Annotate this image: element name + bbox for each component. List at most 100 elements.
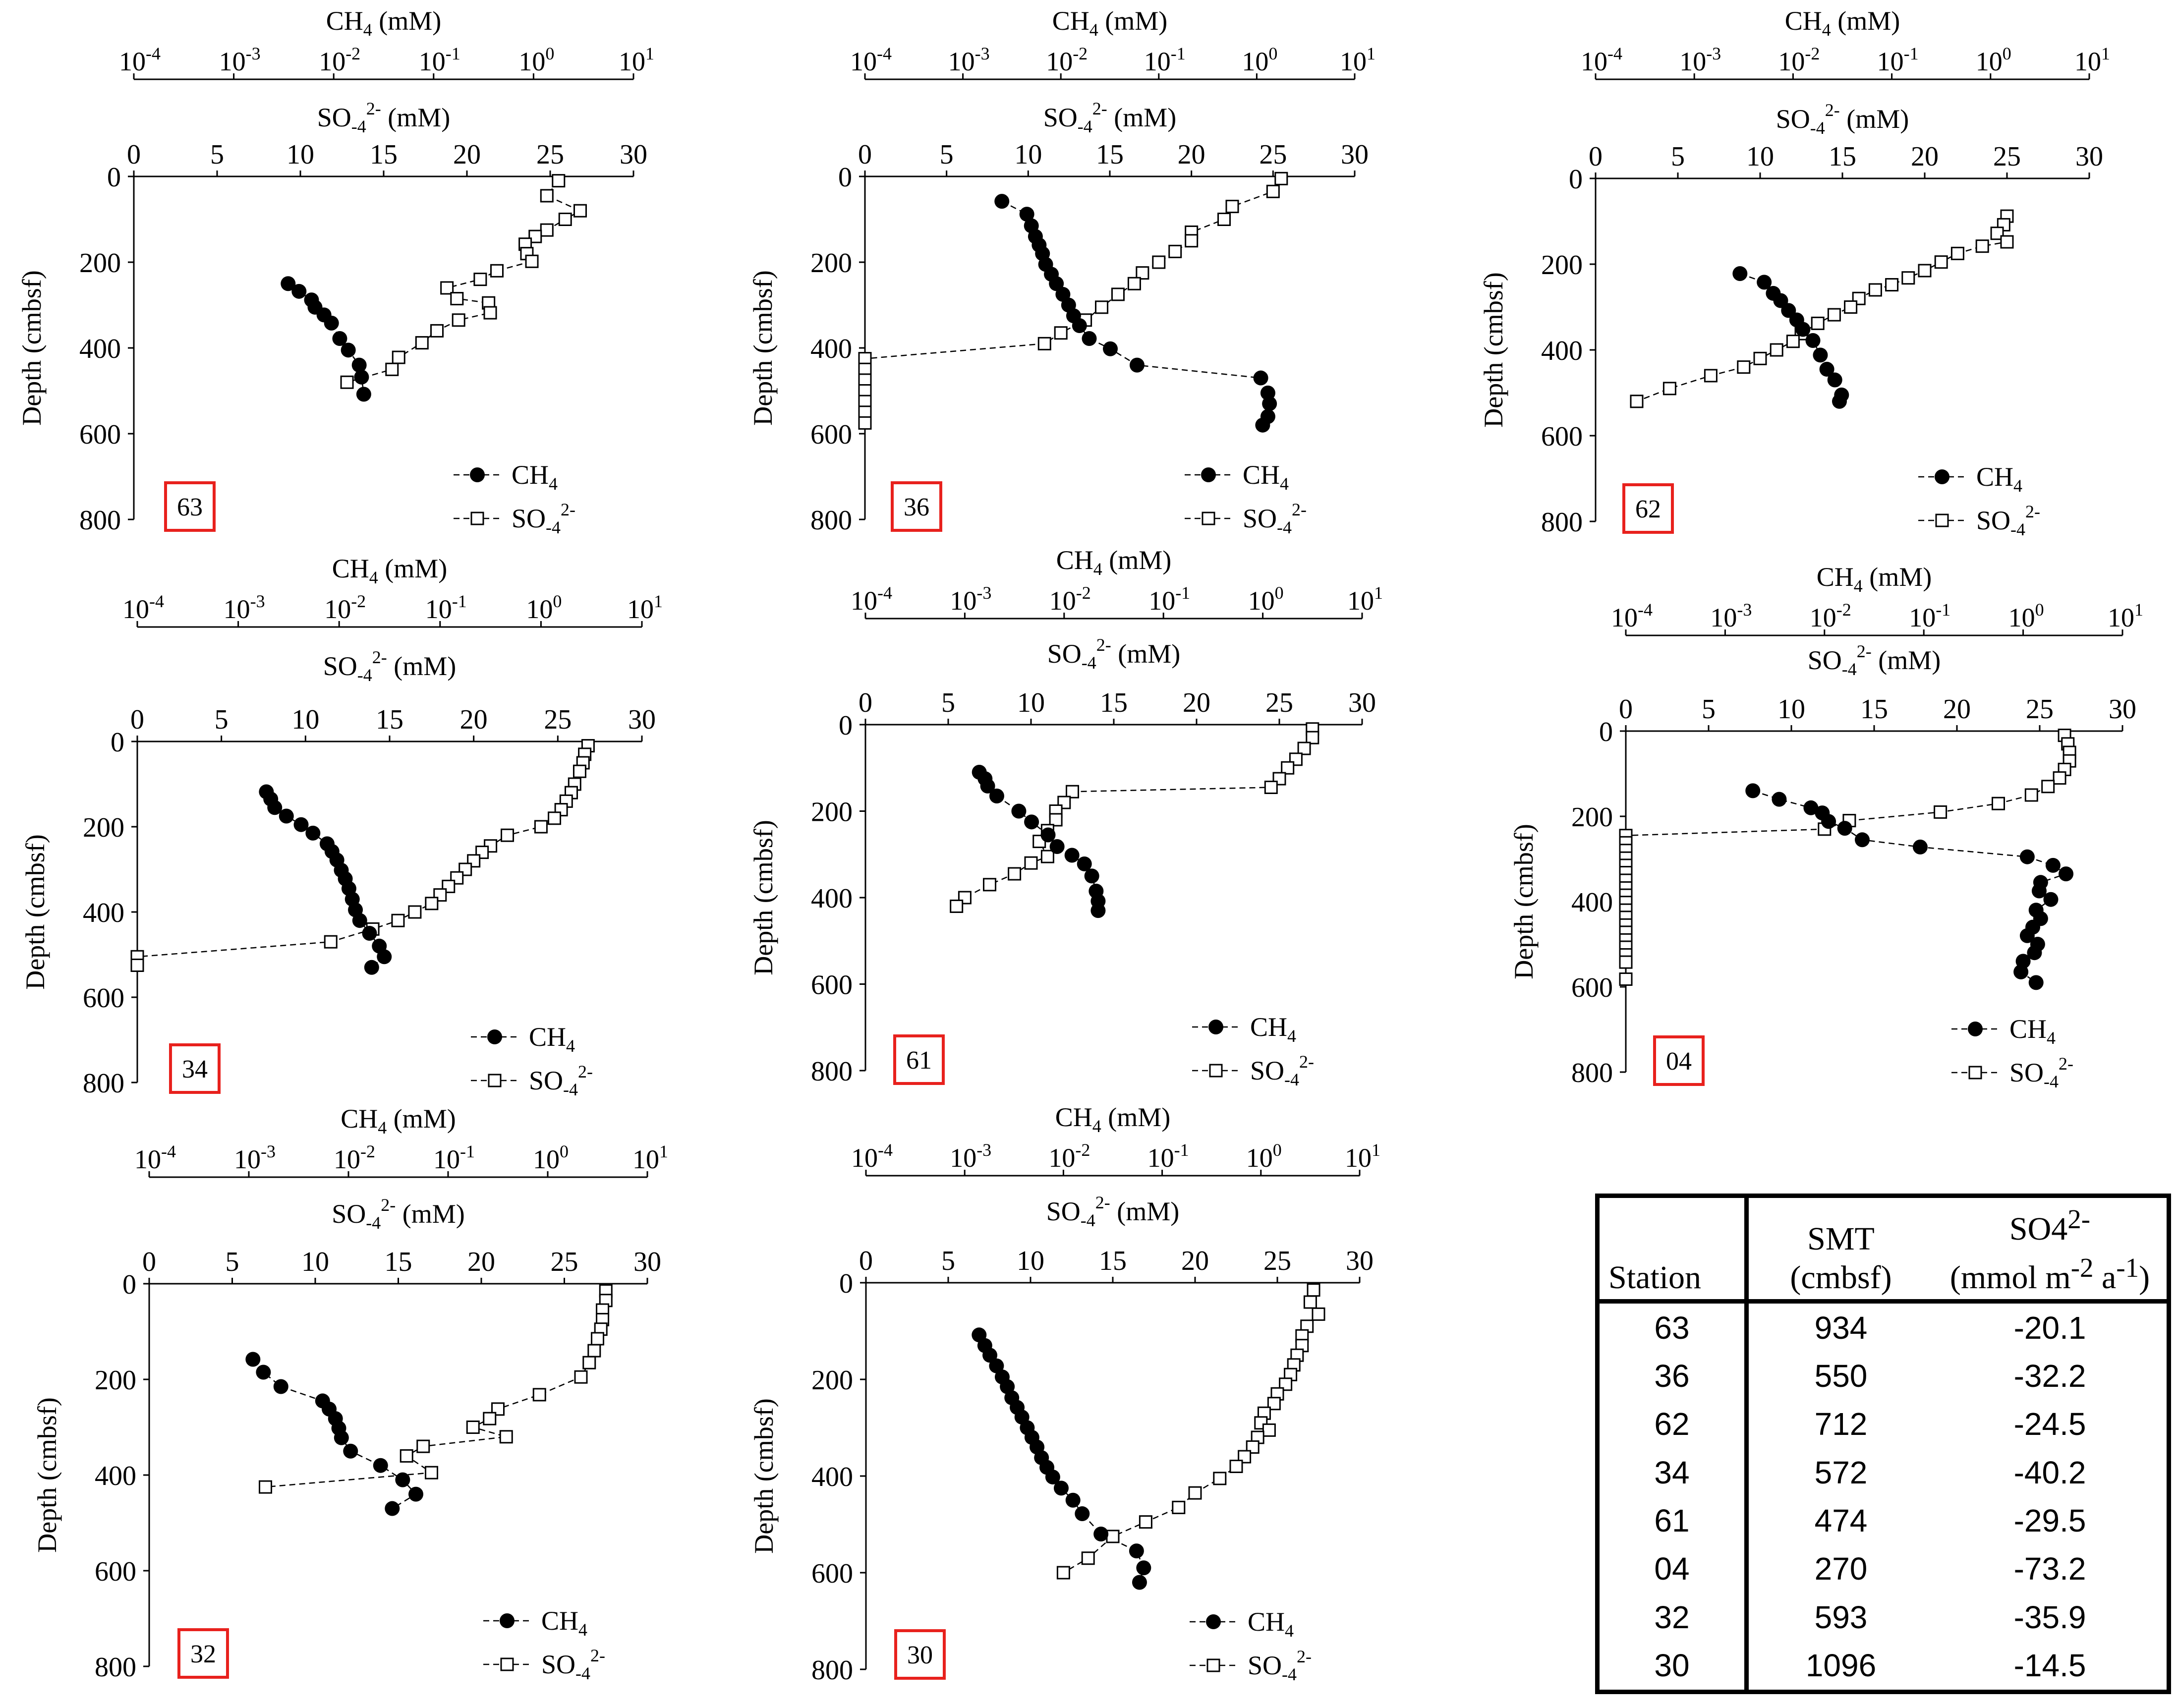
so4-point bbox=[1868, 283, 1882, 297]
so4-tick-label: 20 bbox=[1178, 139, 1205, 170]
depth-tick-label: 200 bbox=[83, 812, 124, 843]
depth-tick-label: 600 bbox=[1571, 972, 1613, 1003]
ch4-axis-title: CH4 (mM) bbox=[1056, 545, 1172, 579]
so4-tick-label: 30 bbox=[620, 139, 647, 170]
col-smt-header: SMT (cmbsf) bbox=[1746, 1196, 1933, 1304]
so4-point bbox=[1281, 761, 1295, 775]
so4-point bbox=[416, 1439, 430, 1453]
so4-axis-title: SO-42- (mM) bbox=[1046, 1193, 1180, 1230]
so4-tick-label: 0 bbox=[127, 139, 141, 170]
so4-point bbox=[490, 264, 504, 278]
table-cell-smt: 1096 bbox=[1805, 1648, 1877, 1684]
ch4-tick-label: 101 bbox=[619, 44, 654, 76]
ch4-tick-label: 10-3 bbox=[1710, 600, 1752, 632]
ch4-point bbox=[373, 1458, 388, 1473]
so4-point bbox=[534, 820, 548, 834]
table-cell-smt: 593 bbox=[1814, 1599, 1868, 1635]
depth-tick-label: 800 bbox=[95, 1652, 136, 1683]
table-row: 36 550 -32.2 bbox=[1597, 1352, 2169, 1400]
depth-tick-label: 200 bbox=[811, 1365, 853, 1396]
so4-point bbox=[858, 416, 872, 430]
depth-tick-label: 600 bbox=[79, 419, 121, 450]
table-row: 62 712 -24.5 bbox=[1597, 1400, 2169, 1449]
table-cell-flux: -14.5 bbox=[2013, 1648, 2086, 1684]
ch4-point bbox=[1082, 331, 1097, 346]
depth-axis-title: Depth (cmbsf) bbox=[748, 270, 778, 425]
profile-panel-36: 0 200 400 600 800 Depth (cmbsf) 0 5 10 15 20 25 30 SO… bbox=[748, 6, 1375, 537]
legend-so4-marker bbox=[1935, 513, 1949, 527]
so4-tick-label: 0 bbox=[1619, 694, 1633, 725]
so4-tick-label: 10 bbox=[1014, 139, 1042, 170]
so4-point bbox=[983, 878, 996, 892]
so4-tick-label: 0 bbox=[1589, 141, 1603, 172]
legend-so4-marker bbox=[470, 512, 484, 525]
ch4-tick-label: 10-2 bbox=[1810, 600, 1851, 632]
so4-point bbox=[450, 871, 464, 885]
depth-axis-title: Depth (cmbsf) bbox=[32, 1397, 62, 1552]
so4-point bbox=[1008, 867, 1022, 881]
so4-tick-label: 5 bbox=[940, 139, 954, 170]
so4-point bbox=[1901, 271, 1915, 285]
ch4-axis-title: CH4 (mM) bbox=[1785, 6, 1900, 40]
ch4-point bbox=[1000, 1379, 1015, 1394]
depth-tick-label: 400 bbox=[79, 334, 121, 364]
ch4-point bbox=[1049, 276, 1064, 291]
so4-point bbox=[1225, 200, 1239, 214]
ch4-point bbox=[1805, 333, 1821, 348]
ch4-point bbox=[273, 1379, 288, 1394]
so4-point bbox=[483, 1412, 497, 1425]
depth-tick-label: 800 bbox=[83, 1068, 124, 1099]
ch4-point bbox=[1045, 1469, 1060, 1484]
so4-point bbox=[452, 313, 465, 327]
legend: CH4 SO-42- bbox=[1918, 462, 2040, 539]
profile-panel-32: 0 200 400 600 800 Depth (cmbsf) 0 5 10 15 20 25 30 SO… bbox=[32, 1104, 668, 1683]
station-label-box bbox=[1622, 483, 1674, 534]
so4-point bbox=[858, 373, 872, 387]
so4-point bbox=[1037, 337, 1051, 350]
ch4-point bbox=[982, 1348, 998, 1363]
ch4-point bbox=[343, 1443, 358, 1459]
so4-point bbox=[458, 862, 472, 876]
ch4-tick-label: 10-3 bbox=[950, 1140, 991, 1173]
ch4-point bbox=[334, 1430, 349, 1445]
so4-point bbox=[573, 204, 587, 218]
ch4-tick-label: 10-1 bbox=[419, 44, 460, 76]
depth-tick-label: 0 bbox=[1599, 717, 1613, 747]
ch4-point bbox=[1019, 207, 1034, 222]
so4-point bbox=[430, 324, 444, 338]
so4-point bbox=[552, 174, 566, 188]
so4-tick-label: 30 bbox=[628, 704, 656, 735]
so4-point bbox=[548, 811, 562, 825]
ch4-point bbox=[1827, 372, 1842, 388]
legend-ch4-marker bbox=[1208, 1020, 1223, 1034]
legend-ch4-label: CH4 bbox=[1248, 1607, 1294, 1641]
so4-point bbox=[2041, 780, 2055, 794]
station-label-box bbox=[177, 1628, 229, 1679]
so4-tick-label: 20 bbox=[467, 1247, 495, 1277]
depth-tick-label: 200 bbox=[79, 248, 121, 279]
ch4-point bbox=[2059, 866, 2074, 882]
so4-point bbox=[415, 336, 429, 350]
depth-tick-label: 0 bbox=[107, 162, 121, 193]
ch4-point bbox=[364, 960, 379, 975]
so4-point bbox=[1704, 369, 1718, 383]
so4-tick-label: 10 bbox=[291, 704, 319, 735]
station-label: 61 bbox=[906, 1046, 932, 1075]
ch4-tick-label: 10-2 bbox=[324, 591, 366, 624]
ch4-point bbox=[1129, 357, 1145, 373]
so4-tick-label: 20 bbox=[460, 704, 488, 735]
so4-series-line bbox=[1625, 735, 2070, 979]
so4-tick-label: 0 bbox=[859, 687, 872, 718]
so4-tick-label: 15 bbox=[1860, 694, 1888, 725]
so4-point bbox=[1139, 1515, 1152, 1529]
so4-axis-title: SO-42- (mM) bbox=[1776, 100, 1909, 138]
ch4-point bbox=[1065, 1492, 1081, 1508]
ch4-tick-label: 100 bbox=[1242, 44, 1277, 76]
so4-tick-label: 5 bbox=[1702, 694, 1716, 725]
depth-tick-label: 0 bbox=[1569, 164, 1583, 195]
so4-point bbox=[1844, 300, 1858, 314]
legend-ch4-marker bbox=[500, 1613, 515, 1628]
depth-tick-label: 200 bbox=[811, 797, 853, 828]
so4-point bbox=[400, 1449, 413, 1463]
